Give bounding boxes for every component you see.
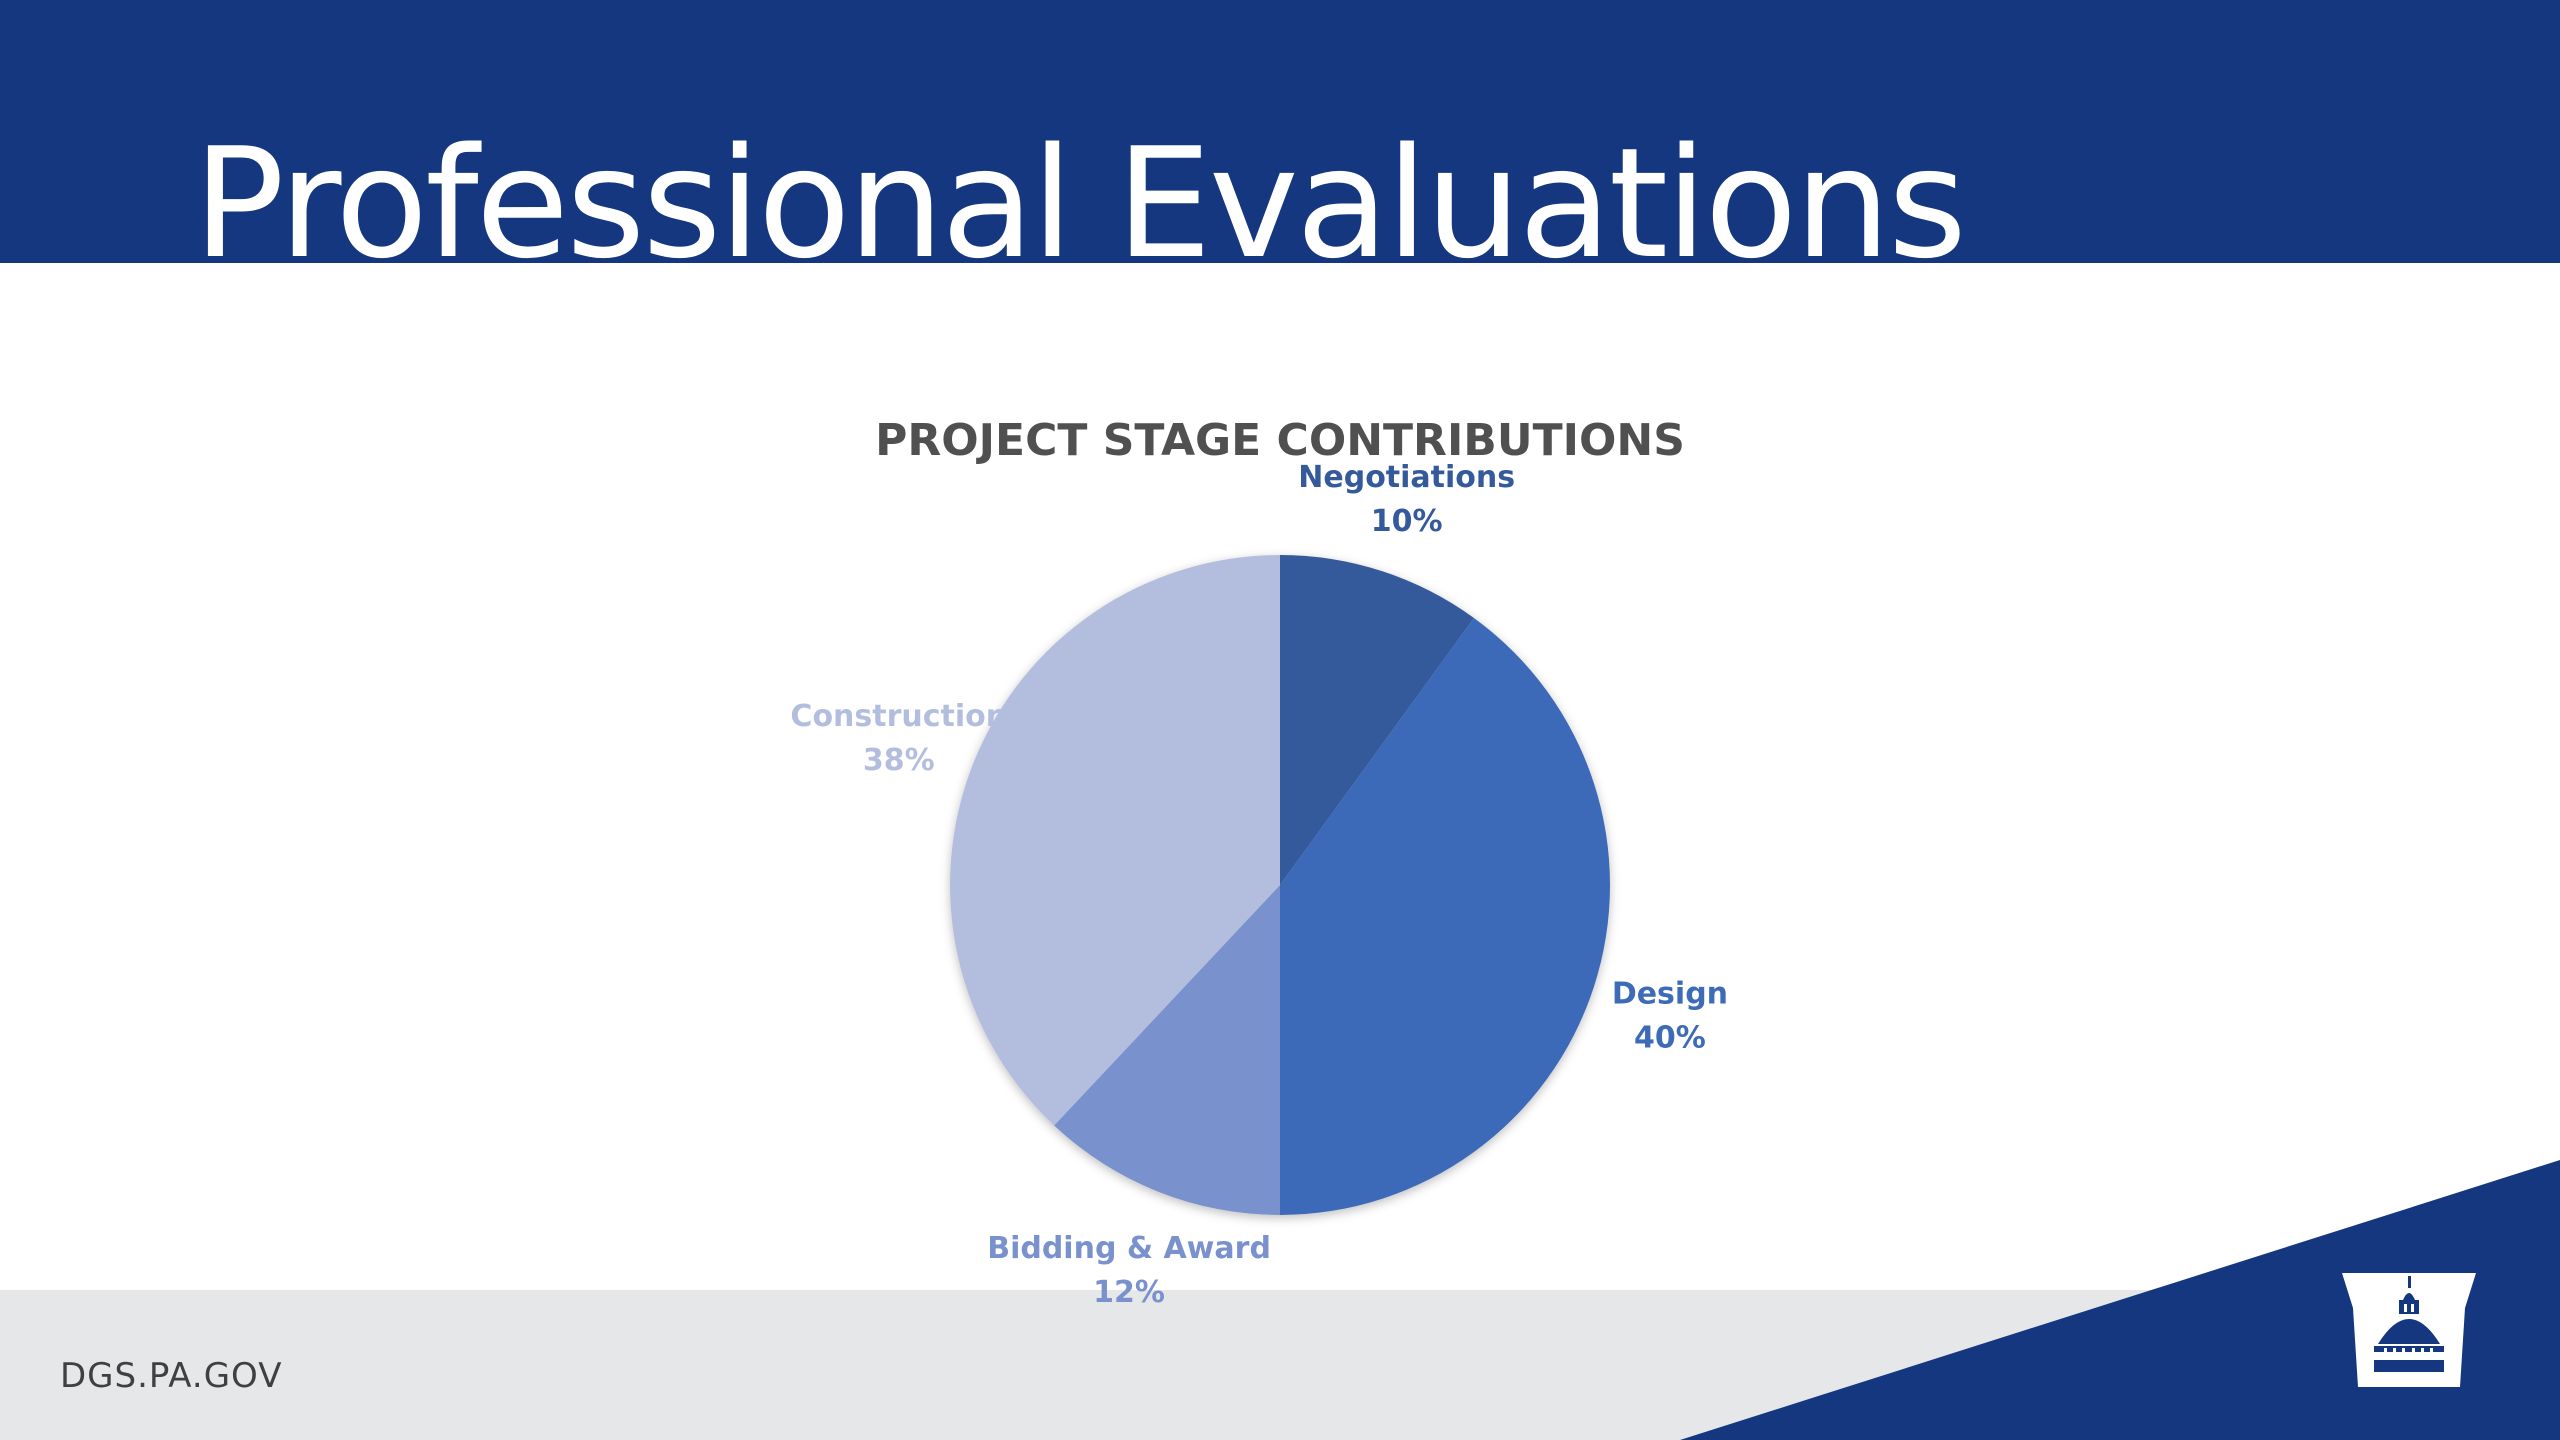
- pie-value-label: 10%: [1371, 504, 1443, 539]
- pie-slice-design: [1280, 618, 1610, 1215]
- pie-label: Negotiations: [1298, 460, 1515, 495]
- keystone-logo-icon: [2342, 1273, 2476, 1387]
- footer-url: DGS.PA.GOV: [60, 1356, 283, 1396]
- pie-chart: [950, 555, 1610, 1215]
- pie-slice-construction: [950, 555, 1280, 1126]
- pie-value-label: 12%: [1093, 1275, 1165, 1310]
- pie-label: Construction: [790, 699, 1007, 734]
- header-band: [0, 0, 2560, 263]
- pie-slice-negotiations: [1280, 555, 1474, 885]
- pie-labels: Negotiations 10% Design 40% Bidding & Award 1…: [790, 460, 1728, 1310]
- pie-value-label: 40%: [1634, 1021, 1706, 1056]
- chart-title: PROJECT STAGE CONTRIBUTIONS: [875, 415, 1685, 466]
- corner-wedge: [1680, 1160, 2560, 1440]
- pie-value-label: 38%: [863, 743, 935, 778]
- pie-slice-bidding-award: [1054, 885, 1280, 1215]
- pie-label: Design: [1612, 977, 1728, 1012]
- pie-label: Bidding & Award: [987, 1231, 1271, 1266]
- slide-title: Professional Evaluations: [193, 115, 1967, 292]
